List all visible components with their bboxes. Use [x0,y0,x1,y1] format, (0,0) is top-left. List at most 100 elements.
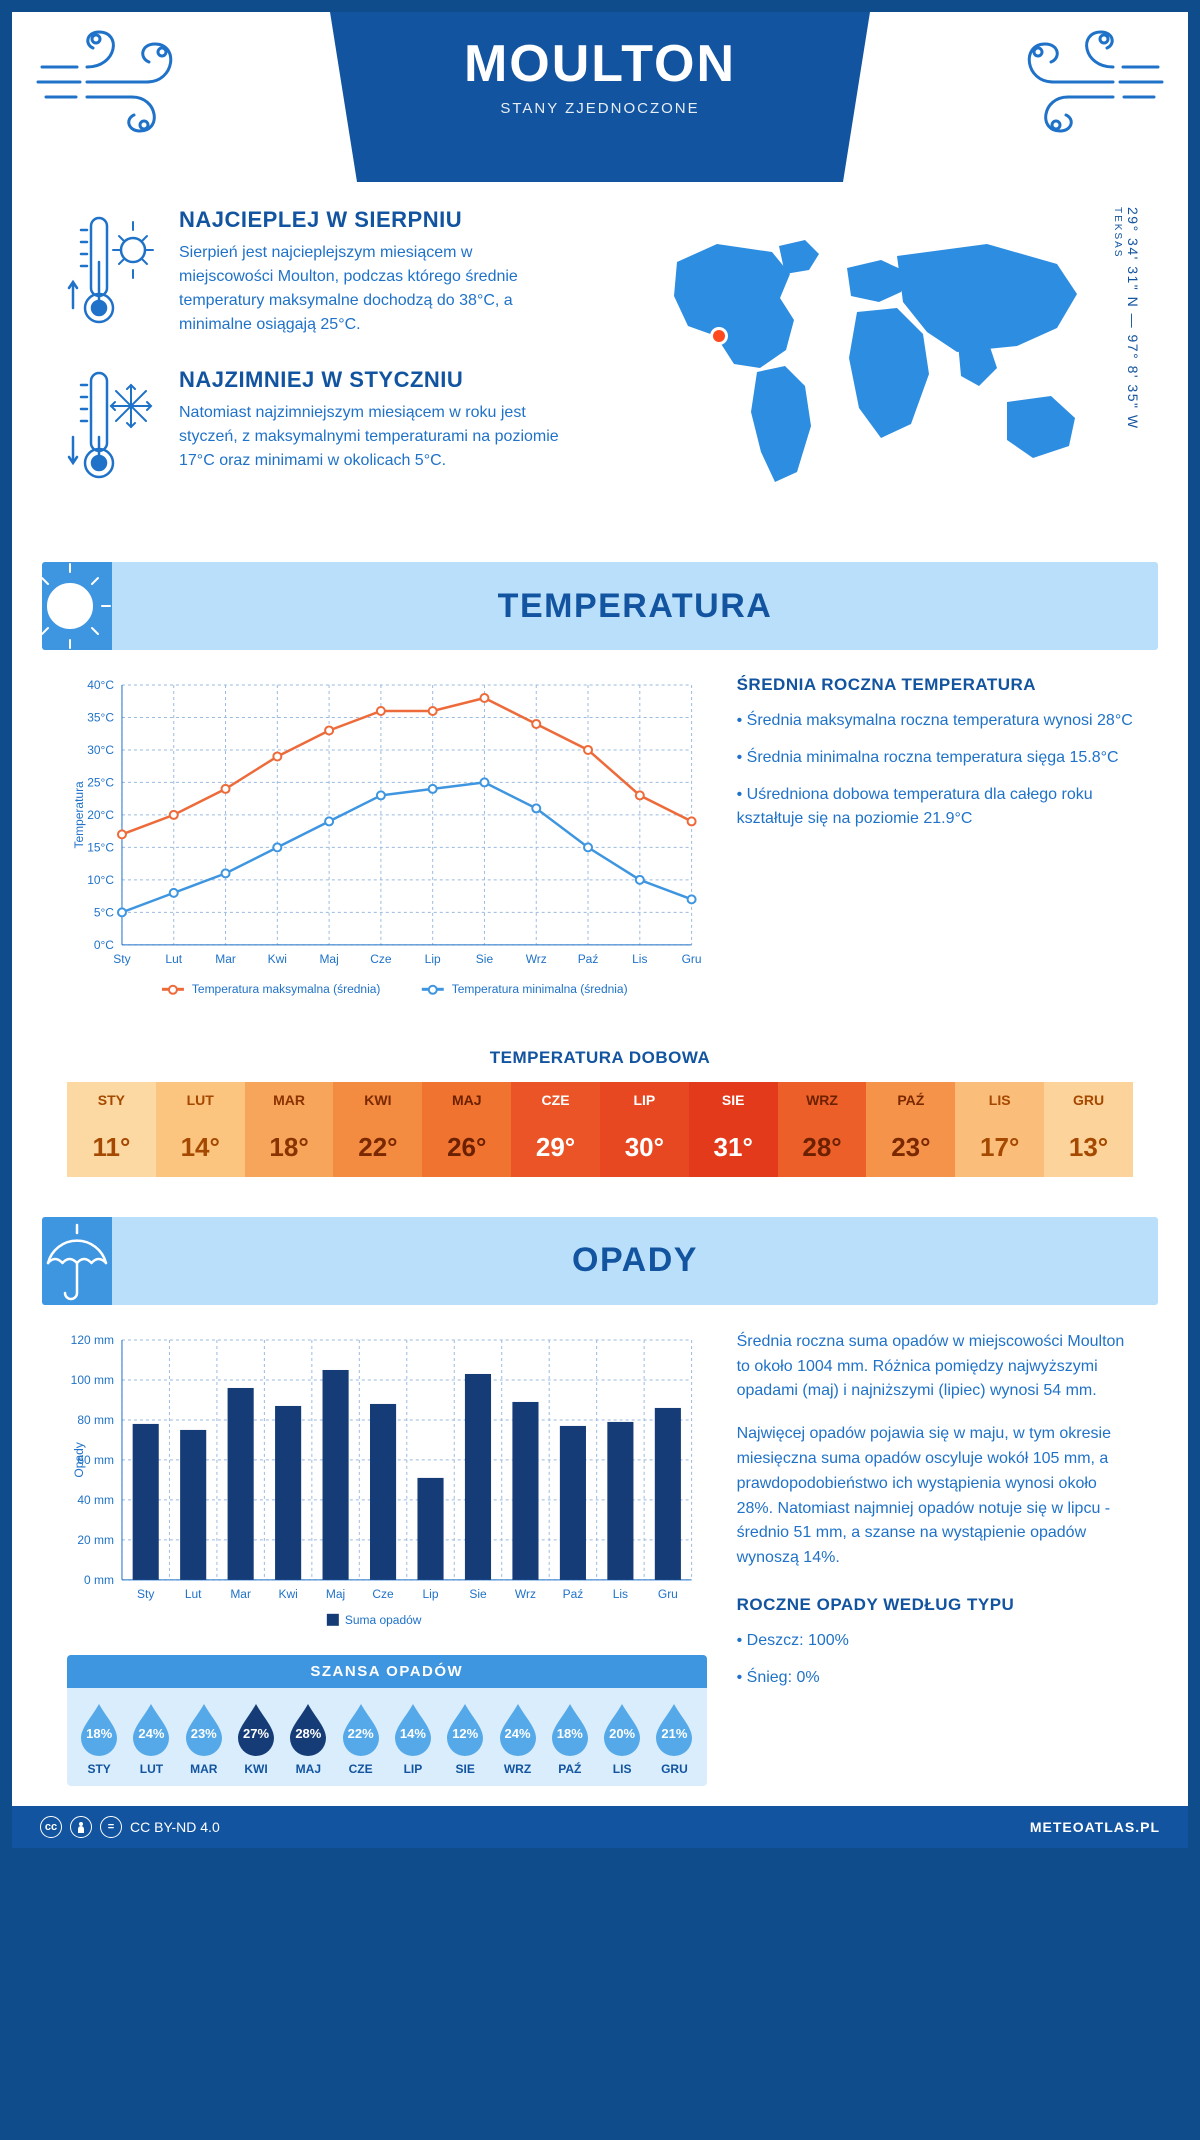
svg-text:35°C: 35°C [87,710,114,724]
infographic-page: MOULTON STANY ZJEDNOCZONE [0,0,1200,1860]
temp-bullet-list: Średnia maksymalna roczna temperatura wy… [737,709,1133,832]
hot-title: NAJCIEPLEJ W SIERPNIU [179,207,559,233]
raindrop-icon: 18% [77,1702,121,1756]
precip-summary: Średnia roczna suma opadów w miejscowośc… [737,1330,1133,1786]
by-icon [70,1816,92,1838]
svg-text:100 mm: 100 mm [71,1373,114,1387]
daily-temp-cell: LIS17° [955,1082,1044,1177]
svg-text:Lut: Lut [185,1587,202,1601]
temperature-banner: TEMPERATURA [42,562,1158,650]
rain-chance-cell: 24% WRZ [491,1702,543,1776]
svg-text:Temperatura maksymalna (średni: Temperatura maksymalna (średnia) [192,982,380,996]
rain-chance-title: SZANSA OPADÓW [67,1655,707,1688]
raindrop-icon: 20% [600,1702,644,1756]
daily-temp-title: TEMPERATURA DOBOWA [12,1048,1188,1068]
raindrop-icon: 28% [286,1702,330,1756]
thermometer-hot-icon [67,207,157,337]
intro-section: NAJCIEPLEJ W SIERPNIU Sierpień jest najc… [12,182,1188,552]
svg-text:Gru: Gru [658,1587,678,1601]
raindrop-icon: 24% [129,1702,173,1756]
daily-temp-cell: WRZ28° [778,1082,867,1177]
raindrop-icon: 22% [339,1702,383,1756]
daily-temp-cell: LUT14° [156,1082,245,1177]
cold-text: Natomiast najzimniejszym miesiącem w rok… [179,401,559,473]
nd-icon: = [100,1816,122,1838]
precip-type-list: Deszcz: 100%Śnieg: 0% [737,1629,1133,1691]
svg-text:Lut: Lut [165,952,182,966]
svg-text:Lis: Lis [613,1587,628,1601]
daily-temp-cell: LIP30° [600,1082,689,1177]
svg-text:Kwi: Kwi [278,1587,297,1601]
temp-bullet: Średnia maksymalna roczna temperatura wy… [737,709,1133,734]
svg-text:Mar: Mar [230,1587,251,1601]
precip-row: 0 mm20 mm40 mm60 mm80 mm100 mm120 mmOpad… [12,1330,1188,1806]
svg-text:Sty: Sty [113,952,130,966]
svg-text:30°C: 30°C [87,743,114,757]
svg-text:Kwi: Kwi [268,952,287,966]
temp-summary-title: ŚREDNIA ROCZNA TEMPERATURA [737,675,1133,695]
rain-chance-cell: 24% LUT [125,1702,177,1776]
svg-text:20 mm: 20 mm [77,1533,114,1547]
rain-chance-cell: 21% GRU [648,1702,700,1776]
rain-chance-cell: 22% CZE [334,1702,386,1776]
wind-icon-left [32,22,192,142]
daily-temp-cell: GRU13° [1044,1082,1133,1177]
temp-summary: ŚREDNIA ROCZNA TEMPERATURA Średnia maksy… [737,675,1133,1020]
svg-text:Maj: Maj [319,952,338,966]
coordinates: 29° 34' 31" N — 97° 8' 35" W TEKSAS [1109,207,1141,430]
map-column: 29° 34' 31" N — 97° 8' 35" W TEKSAS [600,207,1133,517]
raindrop-icon: 27% [234,1702,278,1756]
precip-chart-box: 0 mm20 mm40 mm60 mm80 mm100 mm120 mmOpad… [67,1330,707,1786]
rain-chance-cell: 20% LIS [596,1702,648,1776]
license-block: cc = CC BY-ND 4.0 [40,1816,220,1838]
svg-text:Sty: Sty [137,1587,154,1601]
daily-temp-cell: MAR18° [245,1082,334,1177]
rain-chance-cell: 18% STY [73,1702,125,1776]
svg-text:0 mm: 0 mm [84,1573,114,1587]
temperature-chart: 0°C5°C10°C15°C20°C25°C30°C35°C40°CStyLut… [67,675,707,1020]
raindrop-icon: 24% [496,1702,540,1756]
svg-text:Sie: Sie [469,1587,487,1601]
license-text: CC BY-ND 4.0 [130,1819,220,1835]
daily-temp-cell: CZE29° [511,1082,600,1177]
raindrop-icon: 12% [443,1702,487,1756]
svg-text:Cze: Cze [372,1587,394,1601]
cc-icon: cc [40,1816,62,1838]
rain-chance-cell: 14% LIP [387,1702,439,1776]
wind-icon-right [1008,22,1168,142]
svg-text:Temperatura minimalna (średnia: Temperatura minimalna (średnia) [452,982,628,996]
svg-text:Paź: Paź [578,952,599,966]
raindrop-icon: 23% [182,1702,226,1756]
rain-chance-cell: 27% KWI [230,1702,282,1776]
svg-text:Suma opadów: Suma opadów [345,1613,422,1627]
temp-bullet: Średnia minimalna roczna temperatura się… [737,746,1133,771]
svg-text:Opady: Opady [72,1442,86,1477]
temperature-title: TEMPERATURA [112,587,1158,626]
city-name: MOULTON [330,34,870,94]
header: MOULTON STANY ZJEDNOCZONE [12,12,1188,182]
cold-block: NAJZIMNIEJ W STYCZNIU Natomiast najzimni… [67,367,600,487]
umbrella-icon [42,1217,112,1305]
precip-title: OPADY [112,1241,1158,1280]
svg-text:40 mm: 40 mm [77,1493,114,1507]
cold-title: NAJZIMNIEJ W STYCZNIU [179,367,559,393]
svg-text:Temperatura: Temperatura [72,781,86,849]
rain-chance-cell: 28% MAJ [282,1702,334,1776]
svg-text:Maj: Maj [326,1587,345,1601]
rain-chance-cell: 18% PAŹ [544,1702,596,1776]
world-map-icon [647,232,1087,492]
temperature-row: 0°C5°C10°C15°C20°C25°C30°C35°C40°CStyLut… [12,675,1188,1040]
svg-text:Paź: Paź [563,1587,584,1601]
rain-chance-panel: SZANSA OPADÓW 18% STY 24% LUT 23% MAR 27… [67,1655,707,1786]
svg-text:Wrz: Wrz [526,952,547,966]
rain-chance-row: 18% STY 24% LUT 23% MAR 27% KWI 28% MAJ [67,1688,707,1786]
svg-text:10°C: 10°C [87,873,114,887]
svg-text:15°C: 15°C [87,840,114,854]
svg-text:Lip: Lip [425,952,441,966]
svg-text:20°C: 20°C [87,808,114,822]
thermometer-cold-icon [67,367,157,487]
hot-text: Sierpień jest najcieplejszym miesiącem w… [179,241,559,337]
svg-text:Gru: Gru [682,952,702,966]
precip-paragraphs: Średnia roczna suma opadów w miejscowośc… [737,1330,1133,1571]
footer: cc = CC BY-ND 4.0 METEOATLAS.PL [12,1806,1188,1848]
